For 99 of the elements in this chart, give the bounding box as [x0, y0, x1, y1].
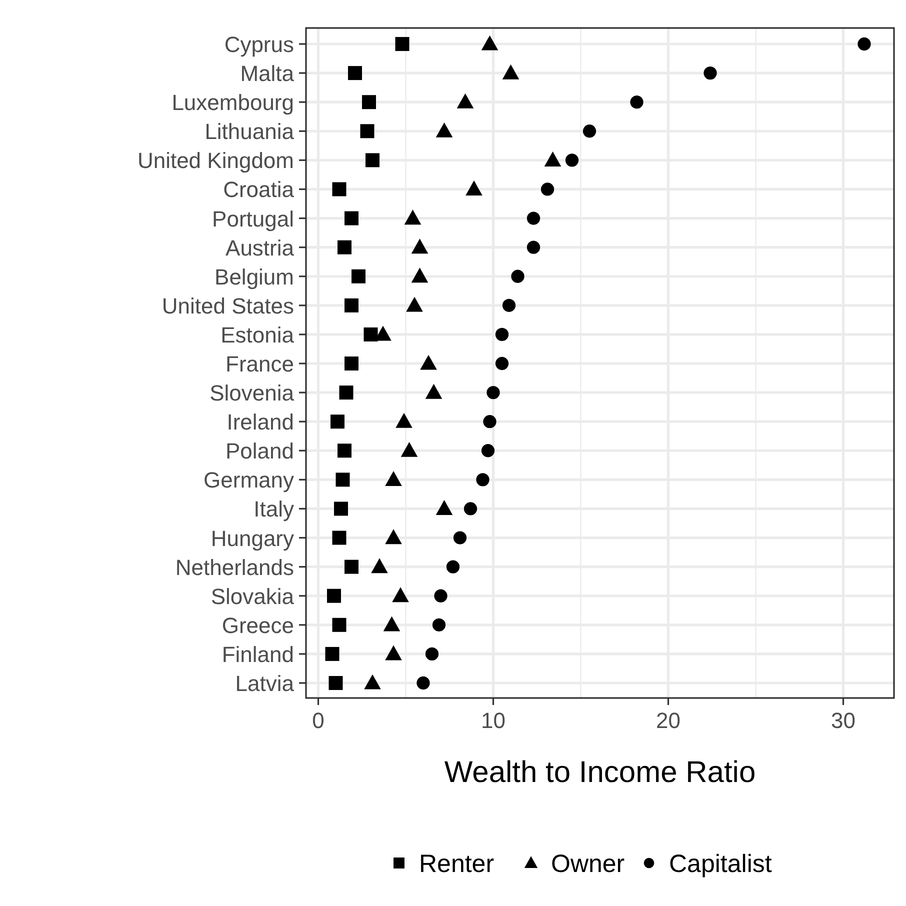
point — [446, 560, 460, 574]
y-tick-label: Slovenia — [210, 380, 295, 406]
y-tick-label: Ireland — [226, 410, 294, 435]
point — [526, 240, 540, 254]
point — [565, 154, 579, 167]
point — [511, 270, 524, 283]
point — [425, 384, 442, 399]
y-tick-label: Luxembourg — [172, 90, 294, 116]
point — [456, 93, 474, 108]
point — [385, 529, 402, 544]
y-tick-label: Malta — [240, 61, 295, 86]
x-tick-label: 20 — [656, 708, 680, 733]
point — [495, 328, 509, 342]
y-tick-label: Slovakia — [210, 584, 295, 609]
point — [360, 124, 374, 138]
point — [327, 588, 341, 603]
point — [704, 66, 717, 80]
point — [344, 298, 358, 312]
point — [434, 589, 448, 602]
y-tick-label: Croatia — [223, 177, 295, 202]
point — [436, 122, 453, 138]
point — [396, 412, 412, 428]
point — [364, 674, 381, 690]
point — [420, 354, 437, 370]
point — [540, 182, 554, 196]
point — [582, 124, 596, 138]
y-tick-label: Belgium — [214, 264, 294, 290]
legend-label: Owner — [551, 850, 625, 878]
y-tick-label: United Kingdom — [137, 148, 294, 174]
point — [406, 296, 423, 312]
point — [453, 531, 467, 544]
point — [338, 444, 352, 458]
point — [416, 676, 430, 690]
point — [364, 327, 378, 342]
point — [395, 37, 410, 51]
y-tick-label: Italy — [254, 496, 294, 522]
y-tick-label: Cyprus — [224, 32, 294, 57]
point — [332, 182, 346, 196]
x-tick-label: 0 — [312, 708, 324, 733]
point — [344, 560, 358, 574]
y-tick-label: Finland — [222, 642, 294, 667]
point — [526, 212, 540, 225]
point — [366, 153, 380, 168]
y-tick-label: Estonia — [220, 322, 295, 348]
legend-label: Renter — [419, 850, 494, 878]
x-axis-title: Wealth to Income Ratio — [444, 756, 756, 789]
point — [544, 152, 562, 166]
point — [352, 269, 366, 284]
y-tick-label: Germany — [204, 468, 294, 493]
point — [400, 442, 418, 457]
point — [325, 646, 340, 661]
point — [338, 240, 352, 254]
point — [425, 647, 439, 661]
point — [348, 66, 362, 80]
point — [483, 415, 496, 428]
point — [334, 502, 348, 516]
point — [385, 645, 402, 660]
point — [392, 587, 409, 602]
point — [385, 471, 402, 486]
x-tick-label: 10 — [481, 708, 506, 733]
point — [630, 96, 644, 109]
point — [502, 64, 520, 80]
point — [436, 500, 453, 516]
y-tick-label: Netherlands — [175, 554, 294, 580]
point — [464, 502, 478, 516]
point — [336, 472, 350, 487]
point — [332, 618, 346, 632]
point — [339, 386, 354, 400]
point — [383, 616, 400, 632]
point — [344, 211, 358, 226]
y-tick-label: Latvia — [235, 671, 295, 696]
y-tick-label: Austria — [226, 235, 295, 260]
point — [371, 558, 388, 574]
point — [476, 473, 490, 486]
legend-label: Capitalist — [669, 850, 772, 878]
y-tick-label: Hungary — [210, 526, 294, 551]
y-tick-label: United States — [162, 293, 294, 318]
y-tick-label: Lithuania — [204, 119, 295, 144]
point — [411, 268, 428, 283]
y-tick-label: Poland — [225, 438, 294, 464]
point — [411, 238, 428, 254]
point — [481, 444, 495, 458]
y-tick-label: France — [226, 352, 294, 376]
point — [502, 298, 516, 312]
x-tick-label: 30 — [831, 708, 856, 733]
point — [432, 618, 446, 632]
point — [344, 356, 358, 370]
point — [486, 386, 500, 400]
point — [330, 414, 344, 429]
point — [858, 37, 871, 51]
point — [466, 180, 482, 196]
y-tick-label: Greece — [222, 612, 294, 638]
y-tick-label: Portugal — [212, 206, 294, 232]
point — [404, 210, 422, 225]
point — [332, 530, 346, 545]
point — [362, 95, 376, 110]
point — [481, 35, 498, 50]
point — [328, 676, 343, 690]
point — [495, 356, 509, 370]
